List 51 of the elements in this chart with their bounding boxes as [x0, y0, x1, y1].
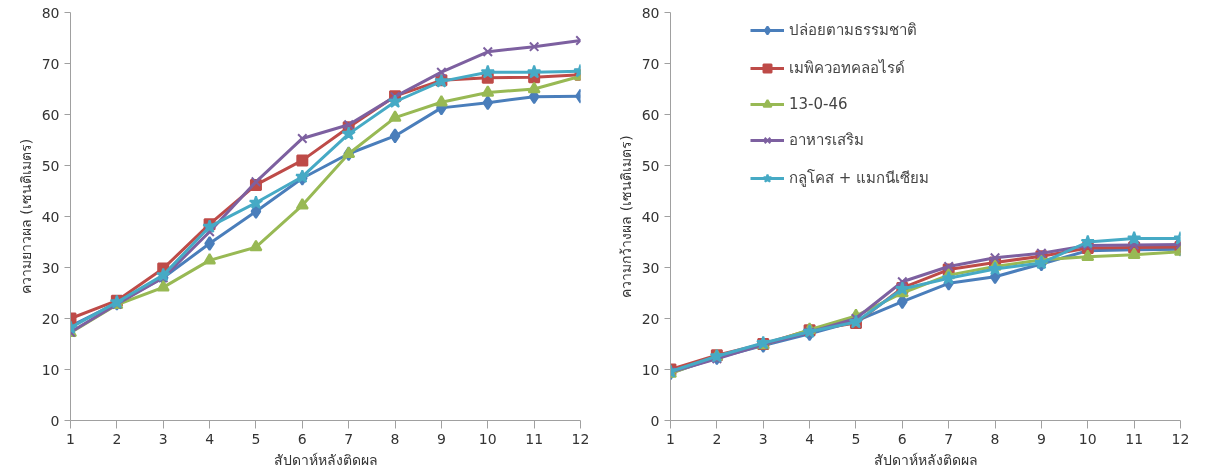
x-tick-label: 11: [1125, 430, 1144, 447]
x-tick-label: 5: [851, 430, 861, 447]
x-tick-label: 4: [205, 430, 215, 447]
x-tick-label: 11: [525, 430, 544, 447]
x-tick-label: 7: [944, 430, 954, 447]
y-tick-label: 40: [41, 208, 60, 225]
y-tick-label: 70: [641, 55, 660, 72]
x-tick-label: 6: [897, 430, 907, 447]
x-tick-label: 4: [805, 430, 815, 447]
y-tick-label: 70: [41, 55, 60, 72]
y-tick-label: 60: [641, 106, 660, 123]
x-tick-label: 8: [390, 430, 400, 447]
x-tick-label: 1: [666, 430, 675, 447]
y-axis-title: ความกว้างผล (เซนติเมตร): [617, 135, 634, 298]
x-tick-label: 2: [712, 430, 722, 447]
y-tick-label: 80: [41, 4, 60, 21]
legend-label: อาหารเสริม: [789, 130, 864, 151]
x-tick-label: 9: [436, 430, 446, 447]
x-tick-label: 8: [990, 430, 1000, 447]
y-tick-label: 0: [650, 412, 660, 429]
y-tick-label: 40: [641, 208, 660, 225]
x-tick-label: 1: [66, 430, 75, 447]
x-axis-title: สัปดาห์หลังติดผล: [873, 451, 978, 468]
x-tick-label: 2: [112, 430, 122, 447]
legend-label: กลูโคส + แมกนีเซียม: [789, 168, 930, 189]
x-tick-label: 10: [1078, 430, 1097, 447]
y-tick-label: 50: [641, 157, 660, 174]
x-tick-label: 12: [1171, 430, 1190, 447]
y-tick-label: 60: [41, 106, 60, 123]
x-tick-label: 3: [758, 430, 768, 447]
legend-label: 13-0-46: [789, 95, 848, 113]
legend-label: ปล่อยตามธรรมชาติ: [789, 20, 917, 41]
x-tick-label: 12: [571, 430, 590, 447]
y-tick-label: 30: [41, 259, 60, 276]
y-tick-label: 80: [641, 4, 660, 21]
x-tick-label: 10: [478, 430, 497, 447]
x-tick-label: 9: [1036, 430, 1046, 447]
x-tick-label: 3: [158, 430, 168, 447]
y-tick-label: 0: [50, 412, 60, 429]
y-tick-label: 10: [41, 361, 60, 378]
y-tick-label: 20: [641, 310, 660, 327]
y-tick-label: 10: [641, 361, 660, 378]
x-tick-label: 7: [344, 430, 354, 447]
y-tick-label: 20: [41, 310, 60, 327]
y-axis-title: ความยาวผล (เซนติเมตร): [17, 138, 34, 295]
legend-label: เมพิควอทคลอไรด์: [789, 58, 905, 79]
y-tick-label: 50: [41, 157, 60, 174]
x-axis-title: สัปดาห์หลังติดผล: [273, 451, 378, 468]
x-tick-label: 5: [251, 430, 261, 447]
x-tick-label: 6: [297, 430, 307, 447]
y-tick-label: 30: [641, 259, 660, 276]
